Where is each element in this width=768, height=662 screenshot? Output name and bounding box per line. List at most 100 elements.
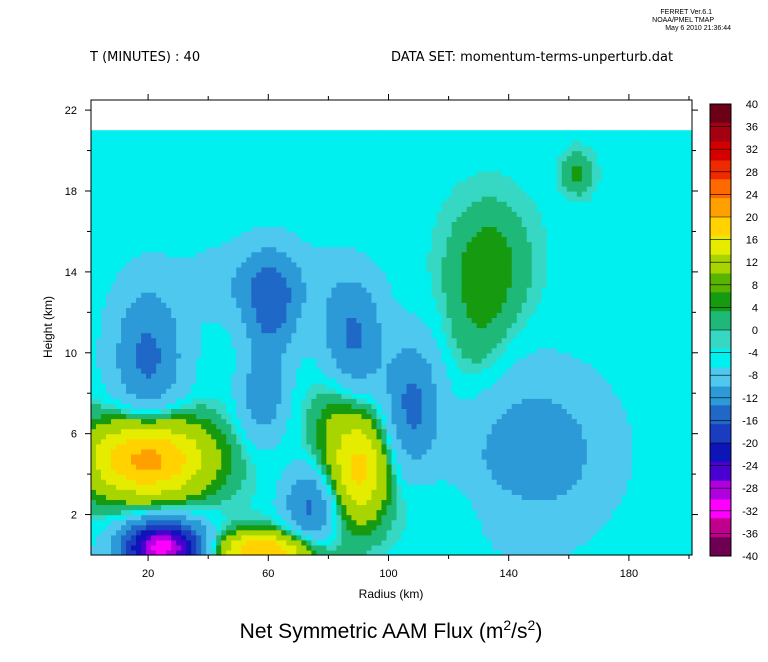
heatmap-cell [646, 469, 653, 475]
heatmap-cell [311, 342, 317, 349]
heatmap-cell [551, 529, 558, 536]
heatmap-cell [326, 474, 332, 480]
heatmap-cell [251, 539, 257, 546]
heatmap-cell [611, 352, 618, 359]
heatmap-cell [346, 539, 353, 546]
heatmap-cell [536, 519, 543, 526]
heatmap-cell [391, 484, 398, 490]
heatmap-cell [181, 342, 187, 349]
heatmap-cell [241, 504, 247, 511]
heatmap-cell [626, 469, 633, 475]
heatmap-cell [296, 393, 302, 399]
heatmap-cell [396, 529, 403, 536]
heatmap-cell [506, 458, 513, 465]
heatmap-cell [526, 448, 533, 455]
heatmap-cell [636, 489, 643, 495]
heatmap-cell [156, 347, 162, 354]
heatmap-cell [511, 418, 518, 425]
heatmap-cell [381, 357, 388, 364]
heatmap-cell [501, 398, 508, 404]
heatmap-cell [406, 524, 413, 531]
heatmap-cell [611, 534, 618, 541]
heatmap-cell [156, 428, 162, 435]
heatmap-cell [186, 474, 192, 480]
heatmap-cell [556, 383, 563, 389]
heatmap-cell [461, 418, 468, 425]
heatmap-cell [266, 393, 272, 399]
heatmap-cell [281, 373, 287, 379]
heatmap-cell [141, 393, 147, 399]
heatmap-cell [546, 383, 553, 389]
heatmap-cell [466, 499, 473, 506]
heatmap-cell [436, 494, 443, 500]
heatmap-cell [341, 433, 348, 440]
heatmap-cell [476, 529, 483, 536]
heatmap-cell [161, 544, 167, 551]
heatmap-cell [641, 448, 648, 455]
heatmap-cell [501, 524, 508, 531]
heatmap-cell [261, 423, 267, 430]
heatmap-cell [281, 403, 287, 409]
heatmap-cell [596, 524, 603, 531]
heatmap-cell [96, 433, 102, 440]
heatmap-cell [151, 438, 157, 445]
heatmap-cell [626, 509, 633, 516]
heatmap-cell [386, 347, 393, 354]
heatmap-cell [646, 539, 653, 546]
heatmap-cell [511, 458, 518, 465]
heatmap-cell [526, 418, 533, 425]
heatmap-cell [456, 534, 463, 541]
heatmap-cell [641, 393, 648, 399]
heatmap-cell [311, 469, 317, 475]
heatmap-cell [486, 443, 493, 450]
heatmap-cell [266, 352, 272, 359]
heatmap-cell [316, 423, 322, 430]
heatmap-cell [166, 438, 172, 445]
heatmap-cell [276, 484, 282, 490]
heatmap-cell [251, 408, 257, 415]
heatmap-cell [516, 378, 523, 384]
heatmap-cell [591, 423, 598, 430]
heatmap-cell [406, 448, 413, 455]
heatmap-cell [551, 367, 558, 374]
heatmap-cell [351, 514, 358, 521]
heatmap-cell [176, 484, 182, 490]
heatmap-cell [516, 448, 523, 455]
heatmap-cell [156, 443, 162, 450]
heatmap-cell [416, 524, 423, 531]
heatmap-cell [586, 347, 593, 354]
heatmap-cell [246, 479, 252, 485]
heatmap-cell [606, 489, 613, 495]
heatmap-cell [426, 378, 433, 384]
heatmap-cell [411, 469, 418, 475]
heatmap-cell [346, 494, 353, 500]
heatmap-cell [281, 494, 287, 500]
heatmap-cell [406, 393, 413, 399]
heatmap-cell [581, 347, 588, 354]
heatmap-cell [541, 534, 548, 541]
heatmap-cell [491, 479, 498, 485]
heatmap-cell [416, 398, 423, 404]
heatmap-cell [386, 393, 393, 399]
heatmap-cell [226, 458, 232, 465]
heatmap-cell [351, 428, 358, 435]
heatmap-cell [681, 383, 688, 389]
heatmap-cell [256, 514, 262, 521]
heatmap-cell [676, 519, 683, 526]
heatmap-cell [156, 458, 162, 465]
heatmap-cell [676, 549, 683, 556]
heatmap-cell [601, 514, 608, 521]
heatmap-cell [221, 519, 227, 526]
heatmap-cell [626, 378, 633, 384]
heatmap-cell [121, 418, 127, 425]
heatmap-cell [441, 433, 448, 440]
heatmap-cell [296, 443, 302, 450]
heatmap-cell [421, 418, 428, 425]
heatmap-cell [211, 398, 217, 404]
heatmap-cell [586, 484, 593, 490]
heatmap-cell [356, 529, 363, 536]
heatmap-cell [436, 479, 443, 485]
heatmap-cell [531, 357, 538, 364]
heatmap-cell [456, 438, 463, 445]
heatmap-cell [406, 489, 413, 495]
